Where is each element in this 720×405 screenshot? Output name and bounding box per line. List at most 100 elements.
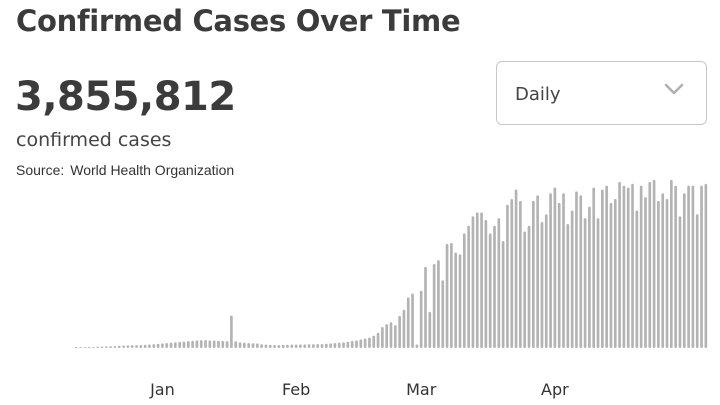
bar xyxy=(562,193,565,348)
bar xyxy=(174,342,177,348)
bar xyxy=(342,342,345,348)
bar xyxy=(635,210,639,348)
bar xyxy=(130,345,134,348)
bar xyxy=(359,339,363,348)
bar xyxy=(544,214,548,348)
bar xyxy=(92,346,95,348)
bar xyxy=(148,344,151,348)
bar xyxy=(381,326,384,348)
bar xyxy=(169,342,173,348)
bar xyxy=(704,183,708,348)
bar xyxy=(437,260,440,348)
x-tick-label: Jan xyxy=(149,380,175,399)
bar xyxy=(480,212,483,348)
bar xyxy=(514,189,518,348)
bar xyxy=(484,220,488,348)
x-tick-label: Mar xyxy=(406,380,437,399)
bar xyxy=(152,344,156,348)
bar xyxy=(273,344,276,348)
bar xyxy=(501,241,505,348)
bar xyxy=(355,340,358,348)
bar xyxy=(212,340,216,348)
bar xyxy=(678,216,682,348)
bar xyxy=(588,206,591,348)
bar xyxy=(510,199,514,348)
bar xyxy=(79,347,82,348)
bar xyxy=(471,216,475,348)
bar xyxy=(415,344,419,348)
bar xyxy=(281,344,285,348)
bar xyxy=(255,343,259,348)
bar xyxy=(613,199,617,348)
bar xyxy=(165,343,169,348)
bar xyxy=(156,343,160,348)
bar xyxy=(230,315,233,348)
bar xyxy=(622,185,626,348)
bar xyxy=(234,341,238,348)
bar xyxy=(286,344,289,348)
bar xyxy=(208,340,212,348)
source-name: World Health Organization xyxy=(70,162,235,178)
bar xyxy=(665,199,669,348)
interval-dropdown-value: Daily xyxy=(515,84,561,105)
bar xyxy=(657,200,660,348)
bar xyxy=(117,345,121,348)
bar xyxy=(445,243,449,348)
bar xyxy=(238,342,242,348)
bar xyxy=(243,342,246,348)
bar xyxy=(682,193,686,348)
bar xyxy=(557,202,561,348)
bar xyxy=(462,233,466,348)
bar xyxy=(549,193,552,348)
bar xyxy=(294,344,298,348)
bar xyxy=(700,185,703,348)
bar xyxy=(618,181,621,348)
bar xyxy=(186,341,190,348)
bar xyxy=(411,293,414,348)
bar xyxy=(178,341,181,348)
bar xyxy=(592,187,596,348)
bar xyxy=(506,204,509,348)
bar xyxy=(596,218,600,348)
bar xyxy=(467,225,470,348)
bar xyxy=(424,266,427,348)
bar xyxy=(126,345,130,348)
source-prefix: Source: xyxy=(16,162,65,178)
bar xyxy=(161,343,164,348)
bar xyxy=(639,185,643,348)
bar xyxy=(441,280,445,348)
bar xyxy=(519,200,522,348)
bar xyxy=(540,221,544,348)
bar xyxy=(402,309,406,348)
chevron-down-icon xyxy=(664,83,684,95)
bar xyxy=(143,344,147,348)
x-tick-label: Feb xyxy=(282,380,310,399)
bar xyxy=(251,343,255,349)
interval-dropdown[interactable]: Daily xyxy=(496,61,707,125)
bar xyxy=(290,344,294,348)
x-axis-ticks: Jan Feb Mar Apr xyxy=(149,380,569,399)
bar xyxy=(609,202,613,348)
bar xyxy=(260,344,263,348)
bar xyxy=(268,344,272,348)
bar xyxy=(661,193,665,348)
bar xyxy=(406,297,410,348)
bar xyxy=(531,200,535,348)
bar xyxy=(566,223,570,348)
bar xyxy=(264,344,268,348)
bar xyxy=(324,343,328,348)
bar xyxy=(100,346,104,348)
bar xyxy=(488,233,492,348)
bar xyxy=(648,181,652,348)
bar xyxy=(385,324,389,349)
bar xyxy=(277,344,281,348)
bar xyxy=(182,341,186,348)
bar xyxy=(398,315,401,348)
bar xyxy=(626,187,630,348)
bar xyxy=(497,218,501,348)
bar xyxy=(527,225,531,348)
total-cases-value: 3,855,812 xyxy=(15,74,236,120)
x-tick-label: Apr xyxy=(541,380,569,399)
bar xyxy=(644,197,647,348)
bar xyxy=(195,340,199,348)
